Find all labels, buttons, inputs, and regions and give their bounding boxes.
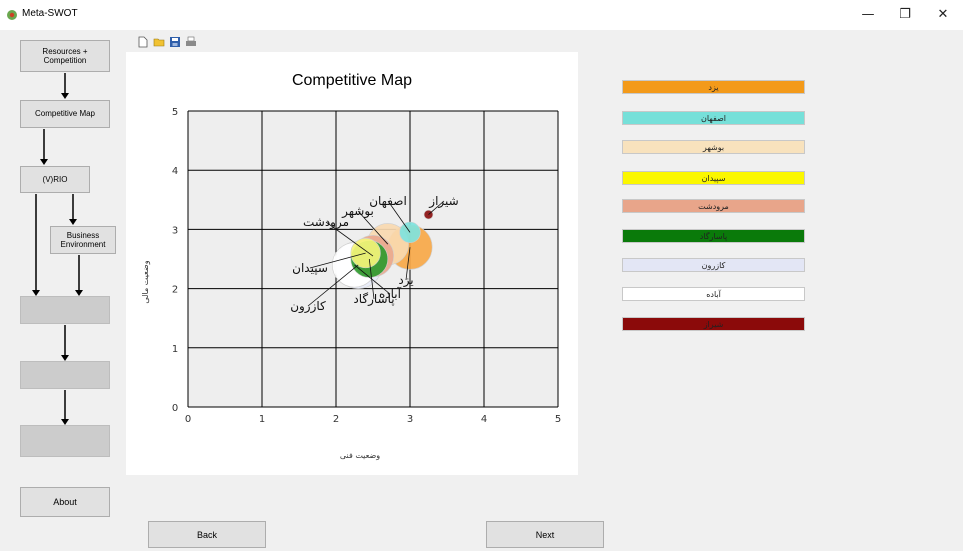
resources-competition-button[interactable]: Resources + Competition [20,40,110,72]
label-leader-مرودشت [325,221,374,257]
window-title: Meta-SWOT [22,8,78,19]
x-tick-label: 2 [333,414,339,425]
back-button[interactable]: Back [148,521,266,548]
close-button[interactable]: ✕ [937,7,949,22]
label-leader-سپیدان [309,252,366,269]
legend-item: بوشهر [622,140,805,154]
competitive-map-button[interactable]: Competitive Map [20,100,110,128]
chart-title: Competitive Map [292,72,412,89]
label-leader-کازرون [307,264,359,307]
point-label: بوشهر [341,204,374,219]
label-leader-آباده [354,264,391,295]
point-label: مرودشت [303,215,349,230]
legend-item: پاسارگاد [622,229,805,243]
point-label: آباده [379,286,402,301]
competitive-map-chart: Competitive Map 00 1 1 2 2 3 3 4 4 5 5 وضعیت فنی وضعی… [141,72,561,460]
flow-arrows [32,73,83,425]
legend-item: شیراز [622,317,805,331]
title-bar: Meta-SWOT — ❐ ✕ [0,0,963,30]
app-icon [7,10,17,20]
legend-item: یزد [622,80,805,94]
legend-item: اصفهان [622,111,805,125]
y-axis-label: وضعیت مالی [141,260,150,303]
disabled-step-button-2 [20,361,110,389]
label-leader-شیراز [428,200,445,215]
legend-item: آباده [622,287,805,301]
x-tick-label: 0 [185,414,191,425]
about-button[interactable]: About [20,487,110,517]
chart-panel: Competitive Map 0 0 1 1 2 2 3 3 4 4 5 5 وضعیت فنی وضعی… [126,52,578,475]
y-tick-label: 4 [172,166,178,177]
legend-item: کازرون [622,258,805,272]
x-tick-label: 4 [481,414,487,425]
legend-item: مرودشت [622,199,805,213]
new-file-icon[interactable] [137,36,149,48]
disabled-step-button-3 [20,425,110,457]
y-tick-label: 2 [172,285,178,296]
label-leader-بوشهر [357,210,389,245]
y-tick-label: 3 [172,225,178,236]
y-tick-label: 1 [172,344,178,355]
x-tick-label: 1 [259,414,265,425]
x-tick-label: 5 [555,414,561,425]
save-icon[interactable] [169,36,181,48]
point-label: اصفهان [369,194,407,208]
legend-item: سپیدان [622,171,805,185]
print-icon[interactable] [185,36,197,48]
point-label: یزد [398,273,413,288]
minimize-button[interactable]: — [861,7,875,22]
business-environment-button[interactable]: Business Environment [50,226,116,254]
label-leader-اصفهان [387,200,411,233]
next-button[interactable]: Next [486,521,604,548]
vrio-button[interactable]: (V)RIO [20,166,90,193]
disabled-step-button-1 [20,296,110,324]
open-folder-icon[interactable] [153,36,165,48]
y-tick-label: 0 [172,403,178,414]
y-tick-label: 5 [172,107,178,118]
point-label: پاسارگاد [353,292,394,307]
maximize-button[interactable]: ❐ [899,7,911,22]
point-label: کازرون [290,299,326,314]
x-tick-label: 3 [407,414,413,425]
point-label: سپیدان [292,261,328,275]
point-label: شیراز [428,194,458,209]
label-leader-یزد [405,247,411,281]
x-axis-label: وضعیت فنی [340,451,380,460]
